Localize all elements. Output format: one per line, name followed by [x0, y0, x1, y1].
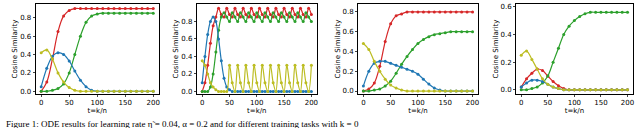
svg-text:t=k/n: t=k/n [565, 107, 584, 115]
svg-text:0.4: 0.4 [500, 31, 512, 39]
svg-text:100: 100 [411, 99, 424, 107]
svg-text:0.4: 0.4 [181, 53, 193, 61]
svg-text:50: 50 [386, 99, 395, 107]
svg-text:50: 50 [543, 99, 552, 107]
svg-text:0: 0 [519, 99, 523, 107]
svg-text:0.2: 0.2 [500, 59, 511, 67]
svg-text:150: 150 [277, 99, 290, 107]
svg-text:0.6: 0.6 [20, 33, 32, 41]
svg-text:0.0: 0.0 [20, 88, 31, 96]
svg-text:0.2: 0.2 [342, 68, 353, 76]
svg-text:t=k/n: t=k/n [87, 107, 106, 115]
svg-text:0: 0 [361, 99, 365, 107]
svg-text:0: 0 [39, 99, 43, 107]
svg-text:200: 200 [466, 99, 479, 107]
svg-text:50: 50 [65, 99, 74, 107]
svg-text:0.6: 0.6 [342, 28, 354, 36]
svg-text:t=k/n: t=k/n [247, 107, 266, 115]
svg-text:t=k/n: t=k/n [408, 107, 427, 115]
svg-text:0.0: 0.0 [500, 86, 511, 94]
svg-text:0.0: 0.0 [181, 88, 192, 96]
svg-text:Cosine Similarity: Cosine Similarity [492, 20, 500, 79]
svg-text:0.4: 0.4 [342, 48, 354, 56]
svg-text:0.8: 0.8 [181, 18, 192, 26]
svg-text:150: 150 [119, 99, 132, 107]
svg-text:0.4: 0.4 [20, 51, 32, 59]
svg-text:0.6: 0.6 [500, 3, 512, 11]
svg-text:0.2: 0.2 [20, 69, 31, 77]
svg-text:Figure 1: ODE results for lear: Figure 1: ODE results for learning rate … [6, 119, 359, 128]
svg-text:Cosine Similarity: Cosine Similarity [334, 20, 342, 79]
svg-text:200: 200 [305, 99, 318, 107]
svg-text:0.6: 0.6 [181, 35, 193, 43]
svg-text:200: 200 [147, 99, 160, 107]
svg-text:Cosine Similarity: Cosine Similarity [172, 20, 180, 79]
svg-text:150: 150 [594, 99, 607, 107]
svg-text:100: 100 [91, 99, 104, 107]
svg-text:0.8: 0.8 [342, 8, 353, 16]
svg-text:200: 200 [621, 99, 634, 107]
svg-text:0.8: 0.8 [20, 14, 31, 22]
svg-text:0.0: 0.0 [342, 87, 353, 95]
svg-text:150: 150 [439, 99, 452, 107]
svg-text:0: 0 [200, 99, 204, 107]
svg-text:Cosine Similarity: Cosine Similarity [11, 20, 19, 79]
svg-text:100: 100 [568, 99, 581, 107]
svg-text:50: 50 [225, 99, 234, 107]
svg-text:100: 100 [250, 99, 263, 107]
svg-text:0.2: 0.2 [181, 70, 192, 78]
